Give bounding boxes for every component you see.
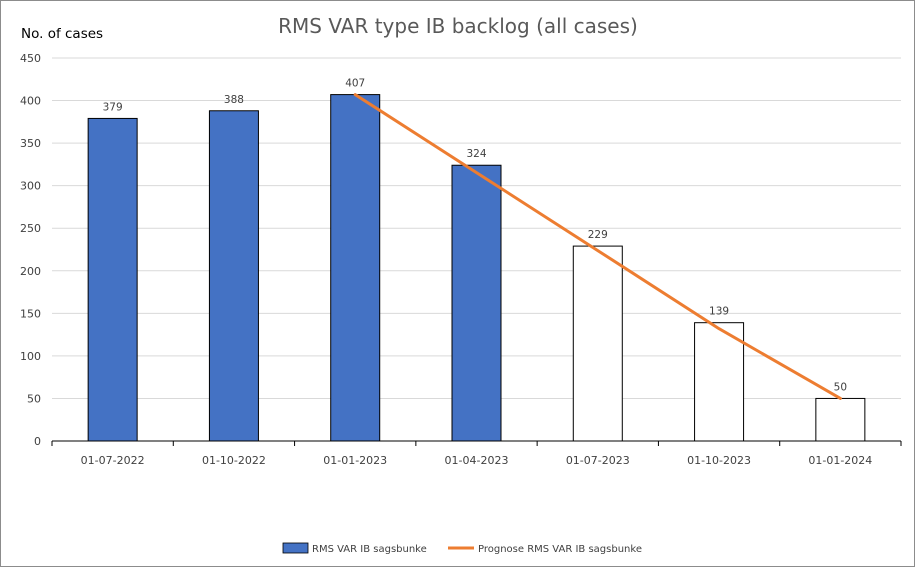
y-tick-label: 250 xyxy=(20,222,41,235)
legend-swatch-bar xyxy=(282,542,309,554)
legend-label-bar: RMS VAR IB sagsbunke xyxy=(312,544,427,555)
data-label: 379 xyxy=(103,101,123,113)
bar-projected xyxy=(572,245,623,442)
y-tick-label: 350 xyxy=(20,137,41,150)
y-tick-label: 400 xyxy=(20,95,41,108)
bar xyxy=(87,117,138,442)
x-tick-label: 01-10-2023 xyxy=(687,454,751,467)
y-tick-label: 200 xyxy=(20,265,41,278)
x-tick-label: 01-07-2023 xyxy=(566,454,630,467)
bar xyxy=(451,164,502,442)
data-label: 139 xyxy=(709,306,729,318)
data-label: 407 xyxy=(345,78,365,90)
data-label: 324 xyxy=(466,148,486,160)
bar xyxy=(208,110,259,442)
data-label: 229 xyxy=(588,229,608,241)
x-tick-label: 01-04-2023 xyxy=(445,454,509,467)
data-label: 388 xyxy=(224,94,244,106)
y-tick-label: 150 xyxy=(20,307,41,320)
bar-series xyxy=(87,94,866,442)
x-tick-label: 01-07-2022 xyxy=(81,454,145,467)
legend-label-line: Prognose RMS VAR IB sagsbunke xyxy=(478,544,642,555)
y-tick-label: 100 xyxy=(20,350,41,363)
x-tick-label: 01-10-2022 xyxy=(202,454,266,467)
y-axis-ticks: 0 50 100 150 200 250 300 350 400 450 xyxy=(20,52,41,448)
bar-projected xyxy=(694,322,745,442)
data-labels: 379 388 407 324 229 139 50 xyxy=(103,78,847,394)
bar-projected xyxy=(815,397,866,442)
legend: RMS VAR IB sagsbunke Prognose RMS VAR IB … xyxy=(282,542,642,555)
data-label: 50 xyxy=(834,381,847,393)
x-tick-label: 01-01-2024 xyxy=(808,454,872,467)
forecast-line-series xyxy=(353,93,842,400)
forecast-line xyxy=(353,93,842,400)
y-tick-label: 450 xyxy=(20,52,41,65)
y-tick-label: 50 xyxy=(27,392,41,405)
y-axis-title: No. of cases xyxy=(21,26,103,42)
y-tick-label: 300 xyxy=(20,180,41,193)
x-axis-ticks: 01-07-2022 01-10-2022 01-01-2023 01-04-2023… xyxy=(81,454,873,467)
x-tick-label: 01-01-2023 xyxy=(323,454,387,467)
x-axis xyxy=(51,440,902,446)
chart-title: RMS VAR type IB backlog (all cases) xyxy=(278,14,638,38)
y-tick-label: 0 xyxy=(34,435,41,448)
bar xyxy=(330,94,381,442)
